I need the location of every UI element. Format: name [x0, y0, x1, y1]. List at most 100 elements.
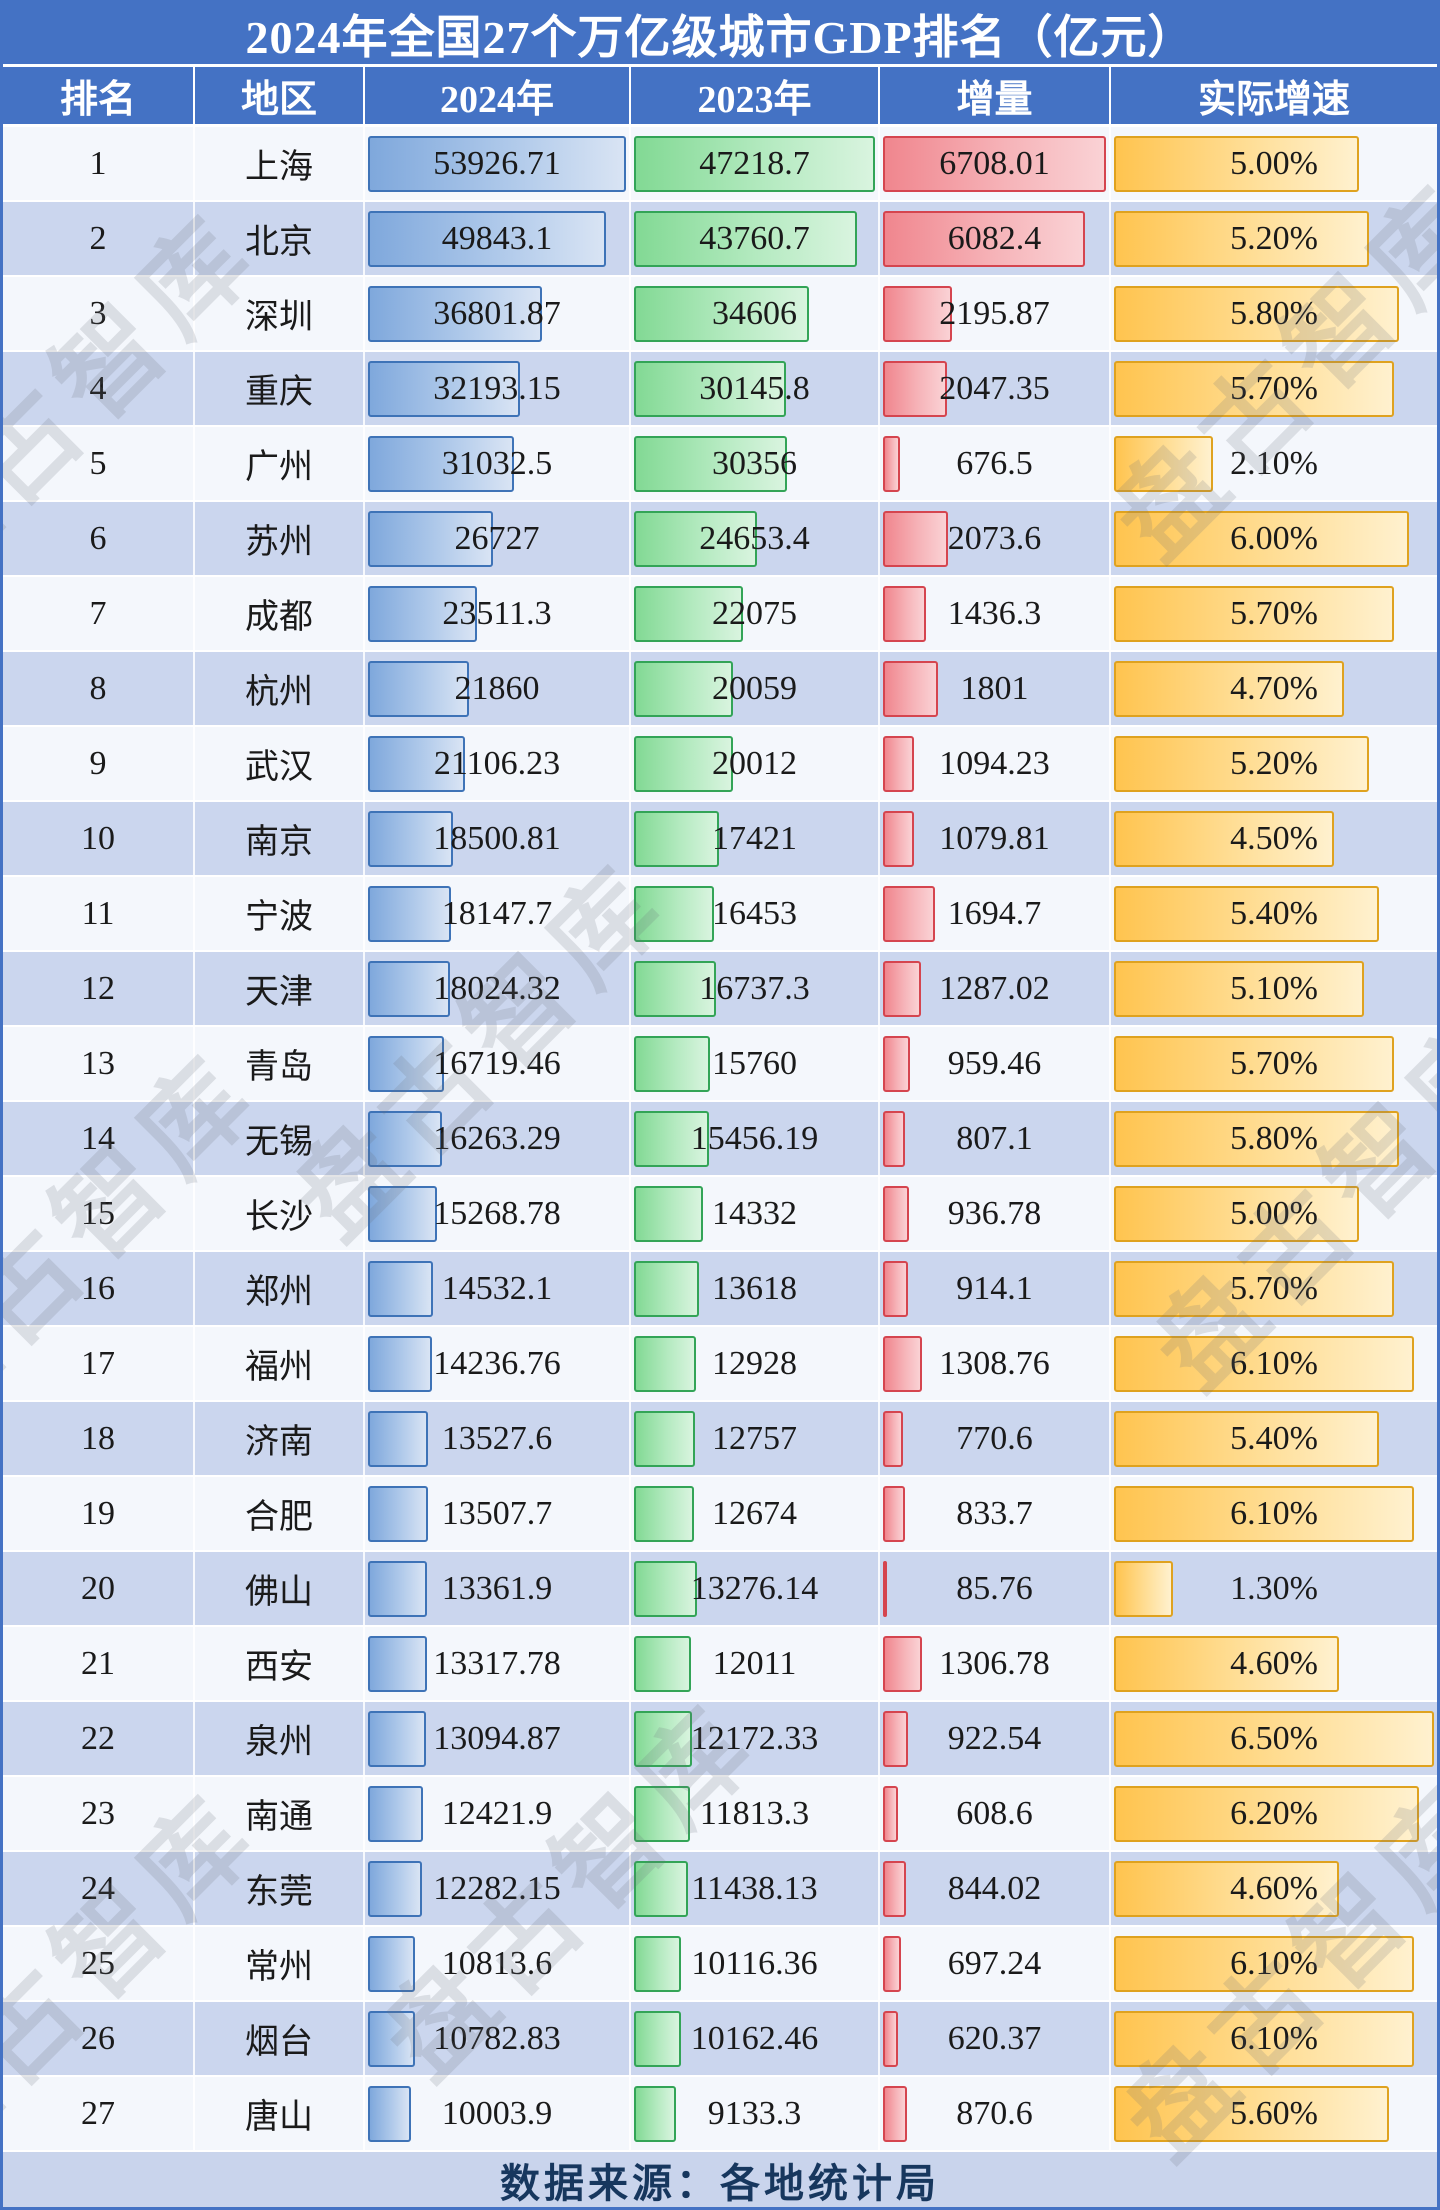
- value-delta: 1694.7: [947, 894, 1042, 932]
- cell-2023: 11813.3: [631, 1777, 880, 1850]
- cell-delta: 697.24: [880, 1927, 1111, 2000]
- cell-delta: 922.54: [880, 1702, 1111, 1775]
- cell-2024: 12421.9: [365, 1777, 631, 1850]
- bar-delta: [883, 1860, 906, 1917]
- bar-2024: [368, 1860, 423, 1917]
- city-name: 宁波: [245, 899, 313, 936]
- bar-delta: [883, 510, 948, 567]
- value-2023: 10116.36: [691, 1944, 818, 1982]
- data-source-text: 数据来源：各地统计局: [500, 2160, 940, 2206]
- cell-2024: 13361.9: [365, 1552, 631, 1625]
- value-2024: 32193.15: [433, 369, 561, 407]
- bar-2024: [368, 1185, 437, 1242]
- value-growth: 5.40%: [1230, 894, 1318, 932]
- rank-value: 22: [81, 1719, 115, 1757]
- cell-growth: 5.80%: [1111, 1102, 1437, 1175]
- value-2023: 34606: [712, 294, 797, 332]
- value-2023: 30356: [712, 444, 797, 482]
- city-cell: 无锡: [195, 1102, 365, 1175]
- chart-title: 2024年全国27个万亿级城市GDP排名（亿元）: [3, 3, 1437, 67]
- cell-2024: 26727: [365, 502, 631, 575]
- bar-2024: [368, 1635, 428, 1692]
- rank-cell: 17: [3, 1327, 195, 1400]
- value-2023: 14332: [712, 1194, 797, 1232]
- bar-growth: [1114, 1185, 1359, 1242]
- bar-2023: [634, 1035, 711, 1092]
- cell-growth: 2.10%: [1111, 427, 1437, 500]
- value-delta: 1308.76: [939, 1344, 1050, 1382]
- value-delta: 676.5: [956, 444, 1033, 482]
- bar-2024: [368, 510, 493, 567]
- table-row: 26 烟台 10782.83 10162.46 620.37 6.10%: [3, 2002, 1437, 2077]
- value-2024: 21860: [454, 669, 540, 707]
- value-2024: 15268.78: [433, 1194, 561, 1232]
- rank-value: 12: [81, 969, 115, 1007]
- bar-2024: [368, 210, 606, 267]
- cell-growth: 5.40%: [1111, 1402, 1437, 1475]
- cell-2024: 13094.87: [365, 1702, 631, 1775]
- value-growth: 6.20%: [1230, 1794, 1318, 1832]
- bar-2024: [368, 1335, 432, 1392]
- bar-2023: [634, 1635, 691, 1692]
- city-cell: 武汉: [195, 727, 365, 800]
- bar-delta: [883, 1185, 909, 1242]
- cell-2023: 13276.14: [631, 1552, 880, 1625]
- table-row: 14 无锡 16263.29 15456.19 807.1 5.80%: [3, 1102, 1437, 1177]
- rank-cell: 5: [3, 427, 195, 500]
- value-2023: 30145.8: [699, 369, 810, 407]
- bar-2024: [368, 1485, 429, 1542]
- rank-cell: 15: [3, 1177, 195, 1250]
- city-cell: 西安: [195, 1627, 365, 1700]
- bar-2024: [368, 660, 470, 717]
- bar-2024: [368, 435, 514, 492]
- header-delta: 增量: [880, 67, 1111, 124]
- value-2024: 13317.78: [433, 1644, 561, 1682]
- bar-2024: [368, 1110, 442, 1167]
- bar-2024: [368, 2085, 411, 2142]
- value-growth: 5.40%: [1230, 1419, 1318, 1457]
- bar-2023: [634, 360, 786, 417]
- city-name: 苏州: [245, 524, 313, 561]
- bar-2023: [634, 1560, 698, 1617]
- value-delta: 914.1: [956, 1269, 1033, 1307]
- rank-value: 27: [81, 2094, 115, 2132]
- city-cell: 合肥: [195, 1477, 365, 1550]
- bar-delta: [883, 1485, 906, 1542]
- value-2024: 18147.7: [441, 894, 553, 932]
- city-cell: 广州: [195, 427, 365, 500]
- bar-delta: [883, 285, 952, 342]
- city-cell: 唐山: [195, 2077, 365, 2150]
- table-row: 7 成都 23511.3 22075 1436.3 5.70%: [3, 577, 1437, 652]
- bar-growth: [1114, 510, 1409, 567]
- value-2024: 49843.1: [441, 219, 553, 257]
- cell-2024: 21860: [365, 652, 631, 725]
- bar-2023: [634, 510, 757, 567]
- rank-cell: 9: [3, 727, 195, 800]
- cell-delta: 1308.76: [880, 1327, 1111, 1400]
- value-2024: 18500.81: [433, 819, 561, 857]
- cell-growth: 6.20%: [1111, 1777, 1437, 1850]
- cell-2023: 20059: [631, 652, 880, 725]
- value-delta: 6708.01: [939, 144, 1050, 182]
- city-name: 长沙: [245, 1199, 313, 1236]
- bar-2024: [368, 735, 466, 792]
- cell-growth: 6.10%: [1111, 1477, 1437, 1550]
- rank-value: 24: [81, 1869, 115, 1907]
- cell-delta: 914.1: [880, 1252, 1111, 1325]
- cell-growth: 5.70%: [1111, 577, 1437, 650]
- cell-2024: 10813.6: [365, 1927, 631, 2000]
- cell-2024: 14532.1: [365, 1252, 631, 1325]
- value-growth: 4.70%: [1230, 669, 1318, 707]
- city-cell: 福州: [195, 1327, 365, 1400]
- bar-delta: [883, 1560, 887, 1617]
- header-2023: 2023年: [631, 67, 880, 124]
- bar-growth: [1114, 585, 1394, 642]
- city-name: 南通: [245, 1799, 313, 1836]
- bar-delta: [883, 810, 914, 867]
- city-name: 唐山: [245, 2099, 313, 2136]
- rank-cell: 23: [3, 1777, 195, 1850]
- cell-2023: 20012: [631, 727, 880, 800]
- cell-growth: 5.00%: [1111, 127, 1437, 200]
- value-growth: 6.10%: [1230, 1494, 1318, 1532]
- city-name: 成都: [245, 599, 313, 636]
